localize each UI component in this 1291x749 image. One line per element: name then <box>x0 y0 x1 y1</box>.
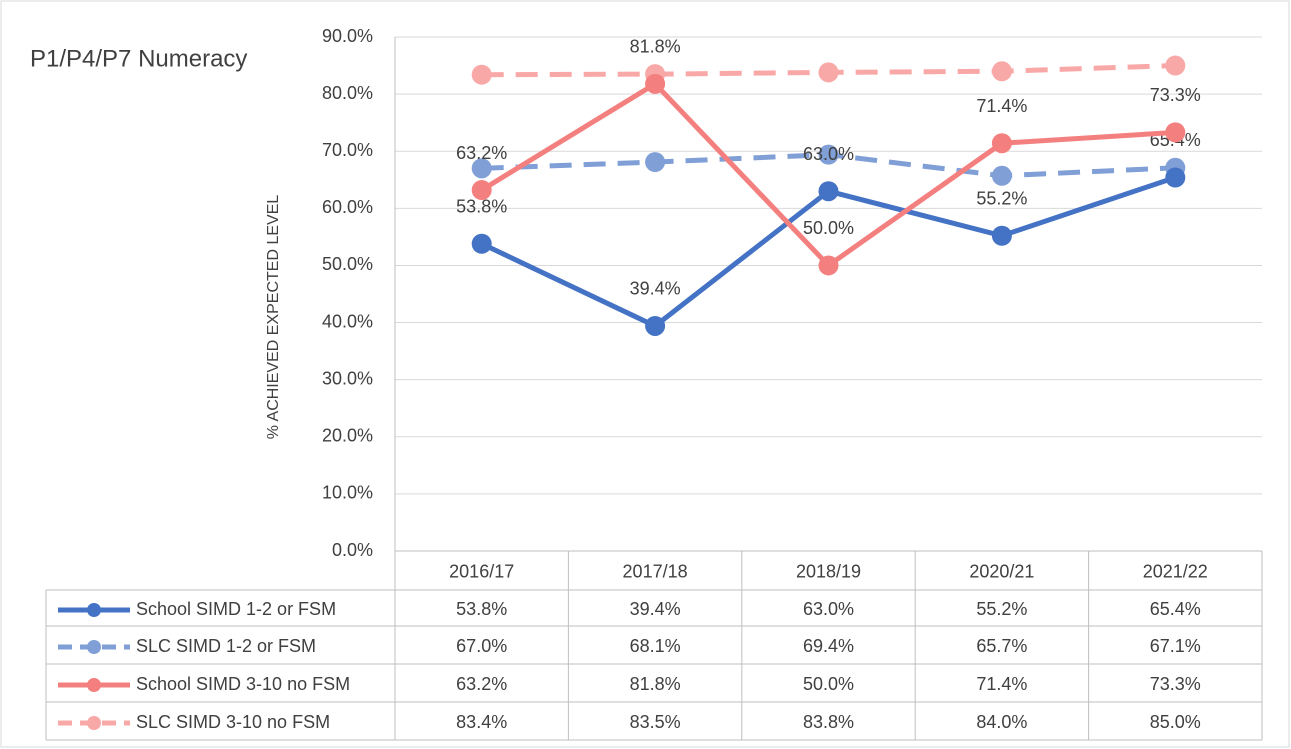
legend-marker <box>87 640 101 654</box>
marker <box>818 62 839 83</box>
marker <box>645 152 666 173</box>
data-label: 73.3% <box>1150 85 1201 105</box>
marker <box>1165 55 1186 76</box>
y-tick-label: 80.0% <box>322 83 373 103</box>
table-cell: 85.0% <box>1150 712 1201 732</box>
data-label: 50.0% <box>803 218 854 238</box>
table-cell: 67.0% <box>456 636 507 656</box>
y-tick-label: 40.0% <box>322 311 373 331</box>
x-tick-label: 2017/18 <box>623 561 688 581</box>
marker <box>818 255 839 276</box>
table-cell: 84.0% <box>976 712 1027 732</box>
marker <box>991 165 1012 186</box>
y-tick-label: 60.0% <box>322 197 373 217</box>
y-tick-label: 30.0% <box>322 368 373 388</box>
x-tick-label: 2021/22 <box>1143 561 1208 581</box>
table-cell: 83.5% <box>630 712 681 732</box>
table-cell: 73.3% <box>1150 674 1201 694</box>
table-cell: 68.1% <box>630 636 681 656</box>
marker <box>991 133 1012 154</box>
y-tick-label: 20.0% <box>322 426 373 446</box>
marker <box>645 315 666 336</box>
x-tick-label: 2016/17 <box>449 561 514 581</box>
data-label: 53.8% <box>456 196 507 216</box>
marker <box>645 73 666 94</box>
table-cell: 83.8% <box>803 712 854 732</box>
marker <box>471 233 492 254</box>
marker <box>991 61 1012 82</box>
marker <box>818 181 839 202</box>
chart-title: P1/P4/P7 Numeracy <box>30 45 247 72</box>
data-label: 55.2% <box>976 188 1027 208</box>
x-tick-label: 2018/19 <box>796 561 861 581</box>
y-axis-label: % ACHIEVED EXPECTED LEVEL <box>265 195 282 440</box>
data-label: 63.0% <box>803 144 854 164</box>
y-tick-label: 50.0% <box>322 254 373 274</box>
marker <box>471 64 492 85</box>
table-cell: 50.0% <box>803 674 854 694</box>
marker <box>1165 167 1186 188</box>
table-cell: 67.1% <box>1150 636 1201 656</box>
data-label: 71.4% <box>976 96 1027 116</box>
legend-marker <box>87 678 101 692</box>
legend-label: SLC SIMD 3-10 no FSM <box>136 712 330 732</box>
marker <box>818 144 839 165</box>
marker <box>471 158 492 179</box>
table-cell: 63.0% <box>803 599 854 619</box>
marker <box>1165 122 1186 143</box>
legend-label: School SIMD 1-2 or FSM <box>136 599 336 619</box>
y-tick-label: 90.0% <box>322 26 373 46</box>
data-label: 63.2% <box>456 143 507 163</box>
legend-marker <box>87 603 101 617</box>
marker <box>991 225 1012 246</box>
y-tick-label: 0.0% <box>332 540 373 560</box>
table-cell: 65.7% <box>976 636 1027 656</box>
table-cell: 71.4% <box>976 674 1027 694</box>
legend-label: School SIMD 3-10 no FSM <box>136 674 350 694</box>
table-cell: 55.2% <box>976 599 1027 619</box>
table-cell: 65.4% <box>1150 599 1201 619</box>
table-cell: 69.4% <box>803 636 854 656</box>
table-cell: 39.4% <box>630 599 681 619</box>
marker <box>471 180 492 201</box>
data-label: 39.4% <box>630 279 681 299</box>
y-tick-label: 70.0% <box>322 140 373 160</box>
data-label: 81.8% <box>630 37 681 57</box>
table-cell: 53.8% <box>456 599 507 619</box>
table-cell: 63.2% <box>456 674 507 694</box>
x-tick-label: 2020/21 <box>969 561 1034 581</box>
table-cell: 83.4% <box>456 712 507 732</box>
legend-marker <box>87 716 101 730</box>
table-cell: 81.8% <box>630 674 681 694</box>
legend-label: SLC SIMD 1-2 or FSM <box>136 636 316 656</box>
y-tick-label: 10.0% <box>322 483 373 503</box>
